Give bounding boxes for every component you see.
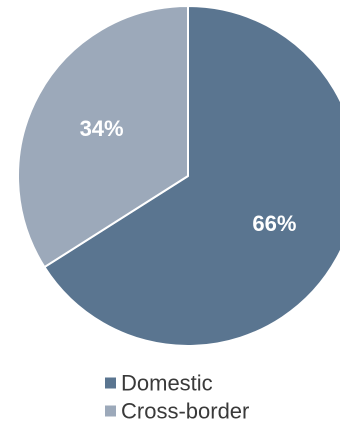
pie-slices (16, 5, 340, 347)
legend-label: Domestic (121, 371, 213, 396)
pie-slice-cross-border (16, 5, 189, 269)
legend-item: Cross-border (105, 399, 249, 424)
pie-slice-labels: 66% 34% (80, 116, 297, 236)
slice-value-label: 34% (80, 116, 124, 141)
slice-value-label: 66% (252, 211, 296, 236)
pie-slice-domestic (43, 5, 340, 347)
legend-label: Cross-border (121, 399, 249, 424)
legend-item: Domestic (105, 371, 213, 396)
legend-swatch (105, 377, 116, 389)
legend: Domestic Cross-border (105, 371, 249, 424)
legend-swatch (105, 405, 116, 417)
